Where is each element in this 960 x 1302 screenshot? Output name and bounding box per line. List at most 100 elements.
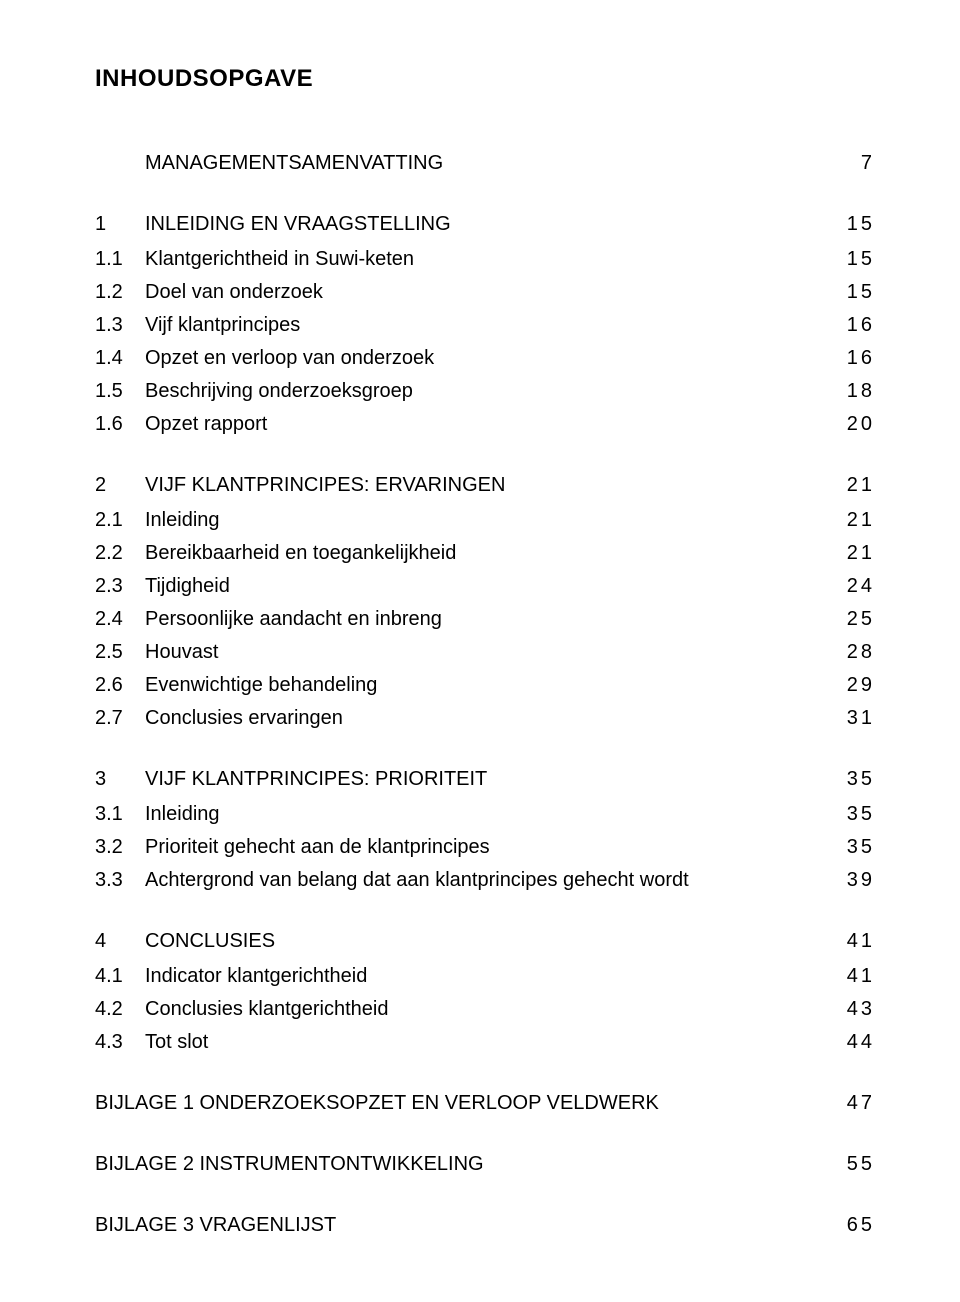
toc-row-page: 18 [835,376,875,407]
toc-row-label: Beschrijving onderzoeksgroep [145,376,835,407]
toc-row-left: BIJLAGE 2 INSTRUMENTONTWIKKELING [95,1149,835,1180]
toc-row-left: 3.2Prioriteit gehecht aan de klantprinci… [95,832,835,863]
toc-row-number: 2.3 [95,571,145,602]
toc-row-label: Evenwichtige behandeling [145,670,835,701]
toc-sub-group: 1.1Klantgerichtheid in Suwi-keten151.2Do… [95,243,875,441]
toc-row-number: 3 [95,764,145,795]
toc-sub-group: 4.1Indicator klantgerichtheid414.2Conclu… [95,960,875,1059]
toc-row-left: 2.5Houvast [95,637,835,668]
toc-row-number: 2.2 [95,538,145,569]
toc-row-page: 21 [835,470,875,501]
toc-section-row: 1INLEIDING EN VRAAGSTELLING15 [95,208,875,241]
toc-row-number: 3.3 [95,865,145,896]
toc-row-number: 1.3 [95,310,145,341]
toc-sub-row: 2.5Houvast28 [95,636,875,669]
toc-row-number: 1 [95,209,145,240]
toc-row-left: 1.3Vijf klantprincipes [95,310,835,341]
toc-row-number: 2.5 [95,637,145,668]
toc-row-page: 55 [835,1149,875,1180]
toc-sub-row: 2.2Bereikbaarheid en toegankelijkheid21 [95,537,875,570]
toc-row-page: 24 [835,571,875,602]
toc-row-left: 4.1Indicator klantgerichtheid [95,961,835,992]
toc-sub-row: 1.1Klantgerichtheid in Suwi-keten15 [95,243,875,276]
toc-row-number: 4.2 [95,994,145,1025]
toc-row-left: 4.3Tot slot [95,1027,835,1058]
toc-row-number: 3.1 [95,799,145,830]
toc-row-number: 1.5 [95,376,145,407]
toc-row-number: 3.2 [95,832,145,863]
toc-sub-row: 3.3Achtergrond van belang dat aan klantp… [95,864,875,897]
toc-row-number: 1.6 [95,409,145,440]
toc-row-label: BIJLAGE 1 ONDERZOEKSOPZET EN VERLOOP VEL… [95,1088,835,1119]
toc-row-label: INLEIDING EN VRAAGSTELLING [145,209,835,240]
toc-row-page: 15 [835,277,875,308]
toc-section-row: 4CONCLUSIES41 [95,925,875,958]
toc-section-row: BIJLAGE 3 VRAGENLIJST65 [95,1209,875,1242]
toc-row-label: Prioriteit gehecht aan de klantprincipes [145,832,835,863]
toc-row-left: 3.1Inleiding [95,799,835,830]
toc-row-label: Klantgerichtheid in Suwi-keten [145,244,835,275]
toc-row-page: 16 [835,343,875,374]
toc-row-page: 44 [835,1027,875,1058]
toc-row-page: 21 [835,505,875,536]
toc-row-label: Houvast [145,637,835,668]
toc-row-left: 1.5Beschrijving onderzoeksgroep [95,376,835,407]
toc-row-left: 1INLEIDING EN VRAAGSTELLING [95,209,835,240]
toc-row-page: 7 [835,148,875,179]
toc-row-left: 2.3Tijdigheid [95,571,835,602]
toc-sub-group: 2.1Inleiding212.2Bereikbaarheid en toega… [95,504,875,735]
toc-row-left: 2VIJF KLANTPRINCIPES: ERVARINGEN [95,470,835,501]
toc-sub-row: 1.4Opzet en verloop van onderzoek16 [95,342,875,375]
toc-row-left: 2.4Persoonlijke aandacht en inbreng [95,604,835,635]
toc-row-number: 1.1 [95,244,145,275]
toc-row-number: 1.2 [95,277,145,308]
toc-row-label: Conclusies klantgerichtheid [145,994,835,1025]
toc-row-page: 35 [835,764,875,795]
toc-title: INHOUDSOPGAVE [95,60,875,97]
toc-row-label: Indicator klantgerichtheid [145,961,835,992]
toc-section-row: BIJLAGE 2 INSTRUMENTONTWIKKELING55 [95,1148,875,1181]
toc-row-page: 43 [835,994,875,1025]
toc-row-label: Opzet en verloop van onderzoek [145,343,835,374]
toc-row-number: 2.1 [95,505,145,536]
toc-row-label: Inleiding [145,505,835,536]
toc-row-page: 21 [835,538,875,569]
toc-row-label: CONCLUSIES [145,926,835,957]
toc-row-left: BIJLAGE 1 ONDERZOEKSOPZET EN VERLOOP VEL… [95,1088,835,1119]
toc-row-left: 4.2Conclusies klantgerichtheid [95,994,835,1025]
toc-row-label: Doel van onderzoek [145,277,835,308]
toc-body: MANAGEMENTSAMENVATTING71INLEIDING EN VRA… [95,147,875,1242]
toc-sub-row: 2.6Evenwichtige behandeling29 [95,669,875,702]
toc-row-page: 28 [835,637,875,668]
toc-row-number: 4 [95,926,145,957]
toc-row-label: VIJF KLANTPRINCIPES: ERVARINGEN [145,470,835,501]
toc-sub-row: 2.7Conclusies ervaringen31 [95,702,875,735]
toc-row-label: Achtergrond van belang dat aan klantprin… [145,865,835,896]
toc-row-left: 4CONCLUSIES [95,926,835,957]
toc-row-number: 2.7 [95,703,145,734]
toc-row-page: 20 [835,409,875,440]
toc-row-page: 47 [835,1088,875,1119]
toc-row-left: MANAGEMENTSAMENVATTING [95,148,835,179]
toc-row-label: Opzet rapport [145,409,835,440]
toc-row-left: 2.1Inleiding [95,505,835,536]
toc-section-row: MANAGEMENTSAMENVATTING7 [95,147,875,180]
toc-row-left: 2.7Conclusies ervaringen [95,703,835,734]
toc-sub-row: 3.1Inleiding35 [95,798,875,831]
toc-row-page: 35 [835,832,875,863]
toc-sub-group: 3.1Inleiding353.2Prioriteit gehecht aan … [95,798,875,897]
toc-row-left: 3.3Achtergrond van belang dat aan klantp… [95,865,835,896]
toc-row-left: 1.6Opzet rapport [95,409,835,440]
toc-row-page: 15 [835,244,875,275]
toc-row-label: Tijdigheid [145,571,835,602]
toc-sub-row: 2.1Inleiding21 [95,504,875,537]
toc-row-number: 4.1 [95,961,145,992]
toc-sub-row: 4.1Indicator klantgerichtheid41 [95,960,875,993]
toc-section-row: 3VIJF KLANTPRINCIPES: PRIORITEIT35 [95,763,875,796]
toc-sub-row: 2.4Persoonlijke aandacht en inbreng25 [95,603,875,636]
toc-row-page: 41 [835,926,875,957]
toc-sub-row: 1.2Doel van onderzoek15 [95,276,875,309]
toc-sub-row: 2.3Tijdigheid24 [95,570,875,603]
toc-row-label: Vijf klantprincipes [145,310,835,341]
toc-row-left: 3VIJF KLANTPRINCIPES: PRIORITEIT [95,764,835,795]
